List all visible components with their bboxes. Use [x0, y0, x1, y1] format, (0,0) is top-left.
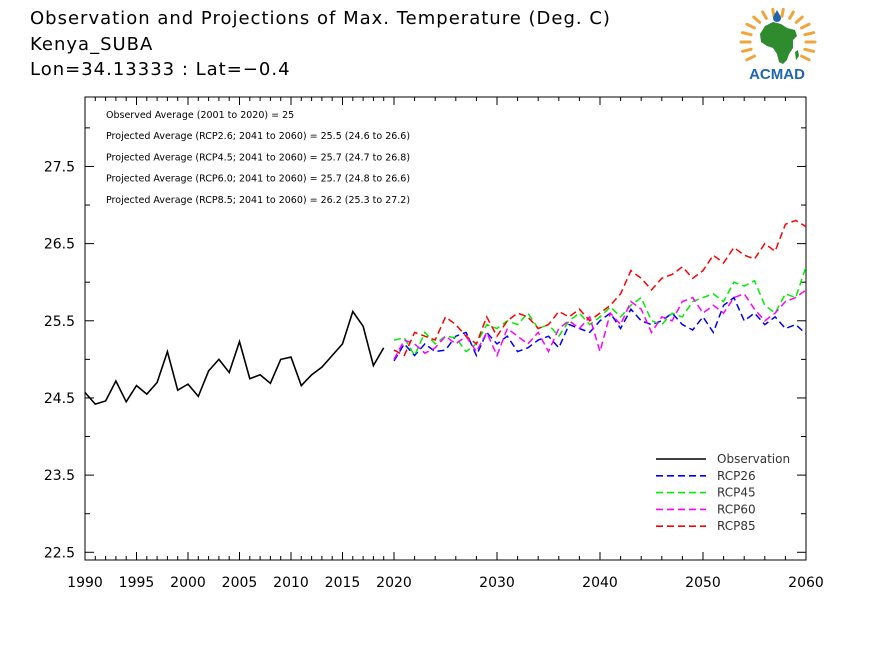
- madagascar-icon: [795, 50, 799, 60]
- legend-label: RCP85: [717, 519, 756, 533]
- y-tick-label: 24.5: [44, 391, 75, 407]
- plot-frame: [84, 96, 807, 561]
- stats-line: Projected Average (RCP8.5; 2041 to 2060)…: [106, 195, 410, 206]
- sun-ray: [780, 8, 785, 18]
- africa-map-icon: [760, 22, 797, 64]
- x-tick-label: 2040: [582, 575, 618, 591]
- x-tick-label: 2005: [222, 575, 258, 591]
- x-tick-label: 2050: [685, 575, 721, 591]
- logo-text: ACMAD: [749, 66, 805, 83]
- sun-ray: [803, 31, 816, 37]
- y-tick-label: 22.5: [44, 545, 75, 561]
- series-line-observation: [84, 309, 385, 406]
- x-tick-label: 2060: [788, 575, 824, 591]
- x-tick-label: 2015: [325, 575, 361, 591]
- sun-ray: [745, 54, 756, 62]
- sun-ray: [745, 22, 756, 30]
- legend-label: RCP26: [717, 469, 756, 483]
- legend-label: RCP60: [717, 502, 756, 516]
- series-line-rcp26: [393, 296, 807, 362]
- x-tick-label: 1990: [67, 575, 103, 591]
- x-tick-label: 2010: [273, 575, 309, 591]
- sun-ray: [794, 15, 804, 24]
- sun-ray: [800, 22, 811, 30]
- stats-line: Projected Average (RCP2.6; 2041 to 2060)…: [106, 131, 410, 142]
- series-line-rcp85: [393, 219, 807, 357]
- sun-ray: [800, 54, 811, 62]
- sun-ray: [740, 47, 753, 53]
- x-tick-label: 2020: [376, 575, 412, 591]
- sun-ray: [803, 47, 816, 53]
- stats-line: Observed Average (2001 to 2020) = 25: [106, 110, 294, 121]
- coords-label: Lon=34.13333 : Lat=−0.4: [30, 59, 291, 80]
- acmad-logo: ACMAD: [739, 8, 817, 83]
- y-tick-label: 25.5: [44, 314, 75, 330]
- y-tick-label: 26.5: [44, 237, 75, 253]
- stats-line: Projected Average (RCP4.5; 2041 to 2060)…: [106, 152, 410, 163]
- x-tick-label: 1995: [119, 575, 155, 591]
- stats-line: Projected Average (RCP6.0; 2041 to 2060)…: [106, 174, 410, 185]
- y-tick-label: 27.5: [44, 159, 75, 175]
- sun-ray: [771, 8, 776, 18]
- x-tick-label: 2000: [170, 575, 206, 591]
- chart-title: Observation and Projections of Max. Temp…: [30, 8, 611, 29]
- legend-label: RCP45: [717, 486, 756, 500]
- series-line-rcp60: [393, 289, 807, 360]
- sun-ray: [752, 15, 762, 24]
- location-label: Kenya_SUBA: [30, 34, 154, 55]
- sun-ray: [740, 31, 753, 37]
- y-tick-label: 23.5: [44, 468, 75, 484]
- sun-ray: [788, 10, 795, 20]
- legend-label: Observation: [717, 452, 790, 466]
- x-tick-label: 2030: [479, 575, 515, 591]
- sun-rays-icon: [739, 8, 817, 62]
- series-line-rcp45: [393, 266, 807, 358]
- sun-ray: [761, 10, 768, 20]
- water-drop-icon: [773, 10, 781, 22]
